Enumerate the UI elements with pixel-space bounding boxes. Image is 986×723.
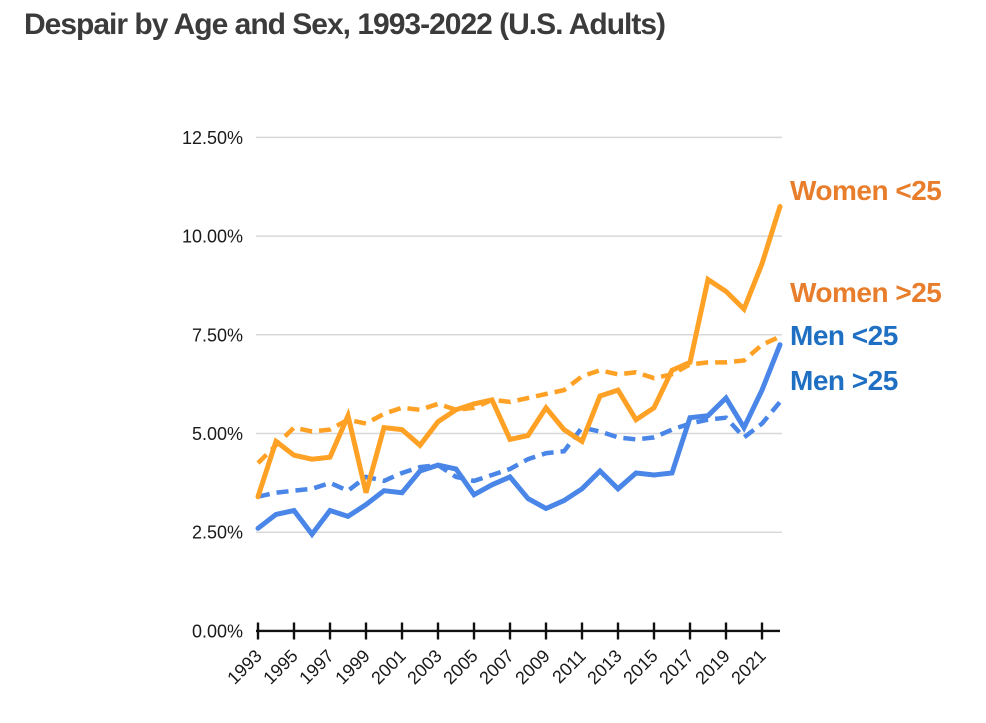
- x-axis-tick-label: 2013: [583, 646, 625, 688]
- x-axis-tick-label: 2017: [655, 646, 697, 688]
- series-line-women-under-25: [255, 204, 783, 500]
- legend-label-women-over-25: Women >25: [790, 277, 942, 308]
- x-axis-tick-label: 1993: [223, 646, 265, 688]
- y-axis-tick-label: 2.50%: [192, 523, 243, 543]
- page-title: Despair by Age and Sex, 1993-2022 (U.S. …: [24, 8, 666, 41]
- x-axis-tick-label: 2005: [439, 646, 481, 688]
- x-axis-tick-label: 2011: [548, 646, 590, 688]
- legend-label-women-under-25: Women <25: [790, 175, 942, 206]
- x-axis-tick-label: 2007: [475, 646, 517, 688]
- x-axis-tick-label: 2009: [511, 646, 553, 688]
- x-axis-tick-label: 2015: [619, 646, 661, 688]
- legend-label-men-under-25: Men <25: [790, 320, 898, 351]
- x-axis-tick-label: 2001: [367, 646, 409, 688]
- y-axis-tick-label: 12.50%: [182, 128, 243, 148]
- y-axis-tick-label: 10.00%: [182, 227, 243, 247]
- x-axis-tick-label: 2021: [727, 646, 769, 688]
- legend-label-men-over-25: Men >25: [790, 365, 898, 396]
- x-axis-tick-label: 2003: [403, 646, 445, 688]
- y-axis-tick-label: 0.00%: [192, 621, 243, 641]
- x-axis-tick-label: 2019: [691, 646, 733, 688]
- y-axis-tick-label: 7.50%: [192, 325, 243, 345]
- series-line-men-under-25: [255, 342, 783, 539]
- y-axis-tick-label: 5.00%: [192, 424, 243, 444]
- x-axis-tick-label: 1997: [295, 646, 337, 688]
- x-axis-tick-label: 1999: [331, 646, 373, 688]
- x-axis-tick-label: 1995: [259, 646, 301, 688]
